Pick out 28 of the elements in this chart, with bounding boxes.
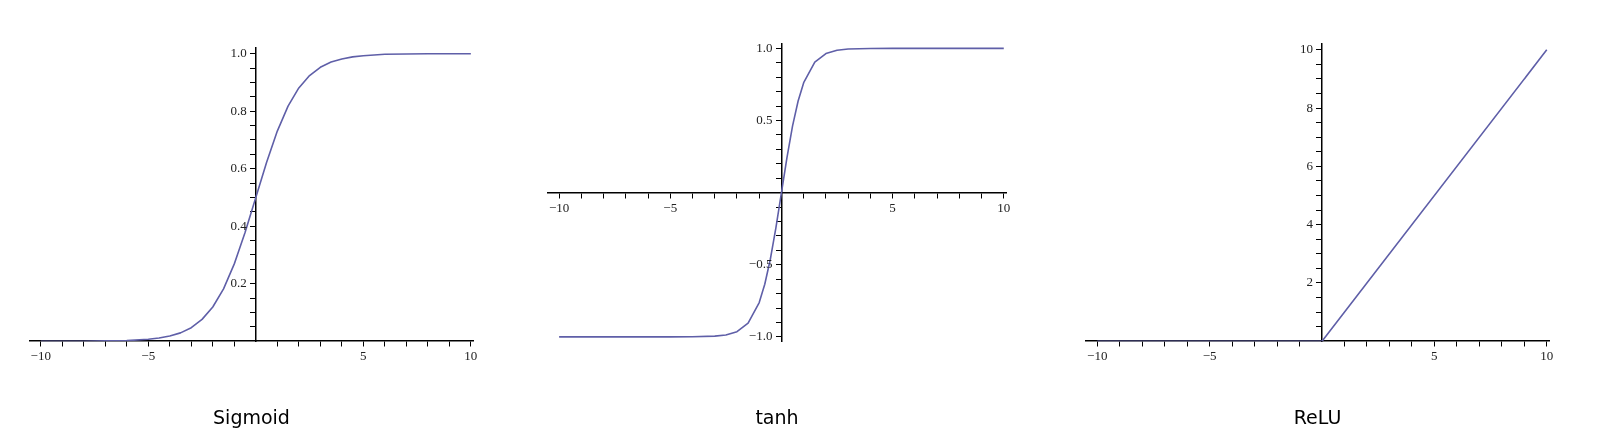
- text: tanh: [755, 405, 799, 428]
- x-tick-label: −10: [548, 199, 570, 215]
- x-tick-label: 5: [1431, 348, 1438, 364]
- text: Sigmoid: [213, 405, 290, 428]
- y-tick-label: 0.2: [230, 275, 247, 291]
- x-tick-label: −5: [663, 199, 678, 215]
- x-tick-label: 5: [360, 348, 367, 364]
- y-tick-label: 0.8: [230, 102, 247, 118]
- x-tick-label: −5: [1202, 348, 1217, 364]
- y-tick-label: 0.4: [230, 217, 248, 233]
- y-tick-label: 2: [1306, 274, 1313, 290]
- y-tick-label: −1.0: [748, 328, 773, 344]
- x-tick-label: −5: [141, 348, 156, 364]
- x-tick-label: 10: [997, 199, 1011, 215]
- y-tick-label: 4: [1306, 216, 1314, 232]
- y-tick-label: 0.6: [230, 160, 248, 176]
- y-tick-label: 10: [1300, 41, 1313, 57]
- x-tick-label: 10: [464, 348, 478, 364]
- x-tick-label: −10: [30, 348, 51, 364]
- y-tick-label: 0.5: [756, 111, 773, 127]
- y-tick-label: 8: [1306, 99, 1313, 115]
- text: ReLU: [1293, 405, 1342, 428]
- y-tick-label: 6: [1306, 157, 1314, 173]
- y-tick-label: 1.0: [756, 39, 773, 55]
- x-tick-label: 5: [889, 199, 896, 215]
- x-tick-label: −10: [1087, 348, 1108, 364]
- y-tick-label: 1.0: [230, 45, 247, 61]
- x-tick-label: 10: [1540, 348, 1554, 364]
